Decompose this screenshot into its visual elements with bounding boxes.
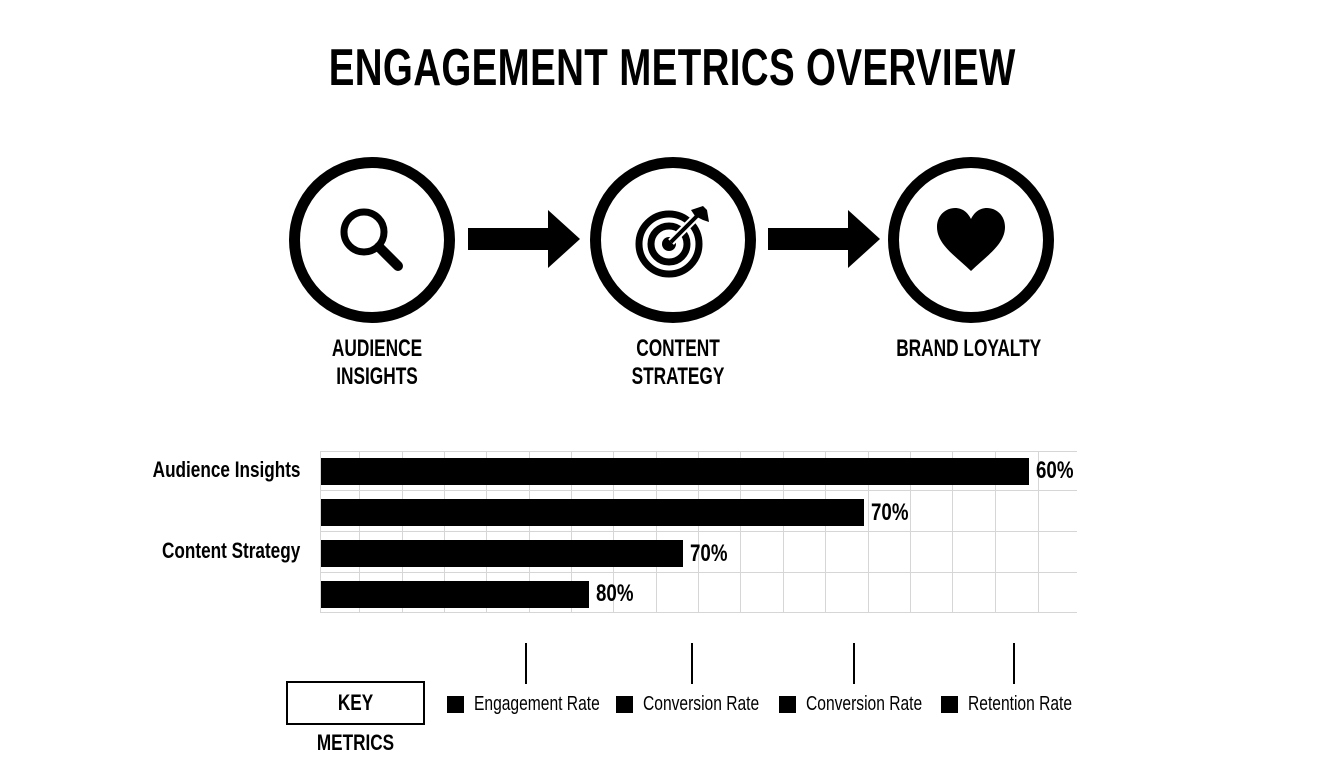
step-label-content-strategy: CONTENT STRATEGY xyxy=(631,335,725,390)
bar-row-2 xyxy=(321,499,864,526)
bar-row-1 xyxy=(321,458,1029,485)
legend-swatch xyxy=(447,695,464,713)
bar-row-3 xyxy=(321,540,683,567)
step-label-audience-insights: AUDIENCE INSIGHTS xyxy=(331,335,423,390)
bar-row-4 xyxy=(321,581,589,608)
target-arrow-icon xyxy=(635,206,709,278)
row-label-content-strategy: Content Strategy xyxy=(161,538,300,563)
legend-tick-4 xyxy=(1013,643,1015,684)
legend-tick-3 xyxy=(853,643,855,684)
bar-value-row-4: 80% xyxy=(596,580,634,607)
bar-value-row-1: 60% xyxy=(1036,457,1074,484)
heart-icon xyxy=(937,208,1005,271)
page-title: ENGAGEMENT METRICS OVERVIEW xyxy=(328,39,1016,97)
right-arrow-icon xyxy=(768,210,880,268)
step-label-brand-loyalty: BRAND LOYALTY xyxy=(896,335,1042,362)
chart-grid xyxy=(320,451,1077,613)
legend-item-retention-rate: Retention Rate xyxy=(941,693,1101,715)
legend-swatch xyxy=(941,695,958,713)
legend-swatch xyxy=(616,695,633,713)
legend-tick-1 xyxy=(525,643,527,684)
legend-title-box: KEY METRICS xyxy=(286,681,425,755)
row-label-audience-insights: Audience Insights xyxy=(152,457,300,482)
legend-item-conversion-rate-2: Conversion Rate xyxy=(779,693,955,715)
legend-swatch xyxy=(779,695,796,713)
step-audience-insights-circle xyxy=(289,157,455,323)
legend-tick-2 xyxy=(691,643,693,684)
right-arrow-icon xyxy=(468,210,580,268)
step-brand-loyalty-circle xyxy=(888,157,1054,323)
legend-item-conversion-rate-1: Conversion Rate xyxy=(616,693,792,715)
magnifier-icon xyxy=(340,208,403,271)
bar-value-row-3: 70% xyxy=(690,540,728,567)
step-content-strategy-circle xyxy=(590,157,756,323)
bar-value-row-2: 70% xyxy=(871,499,909,526)
legend-item-engagement-rate: Engagement Rate xyxy=(447,693,635,715)
